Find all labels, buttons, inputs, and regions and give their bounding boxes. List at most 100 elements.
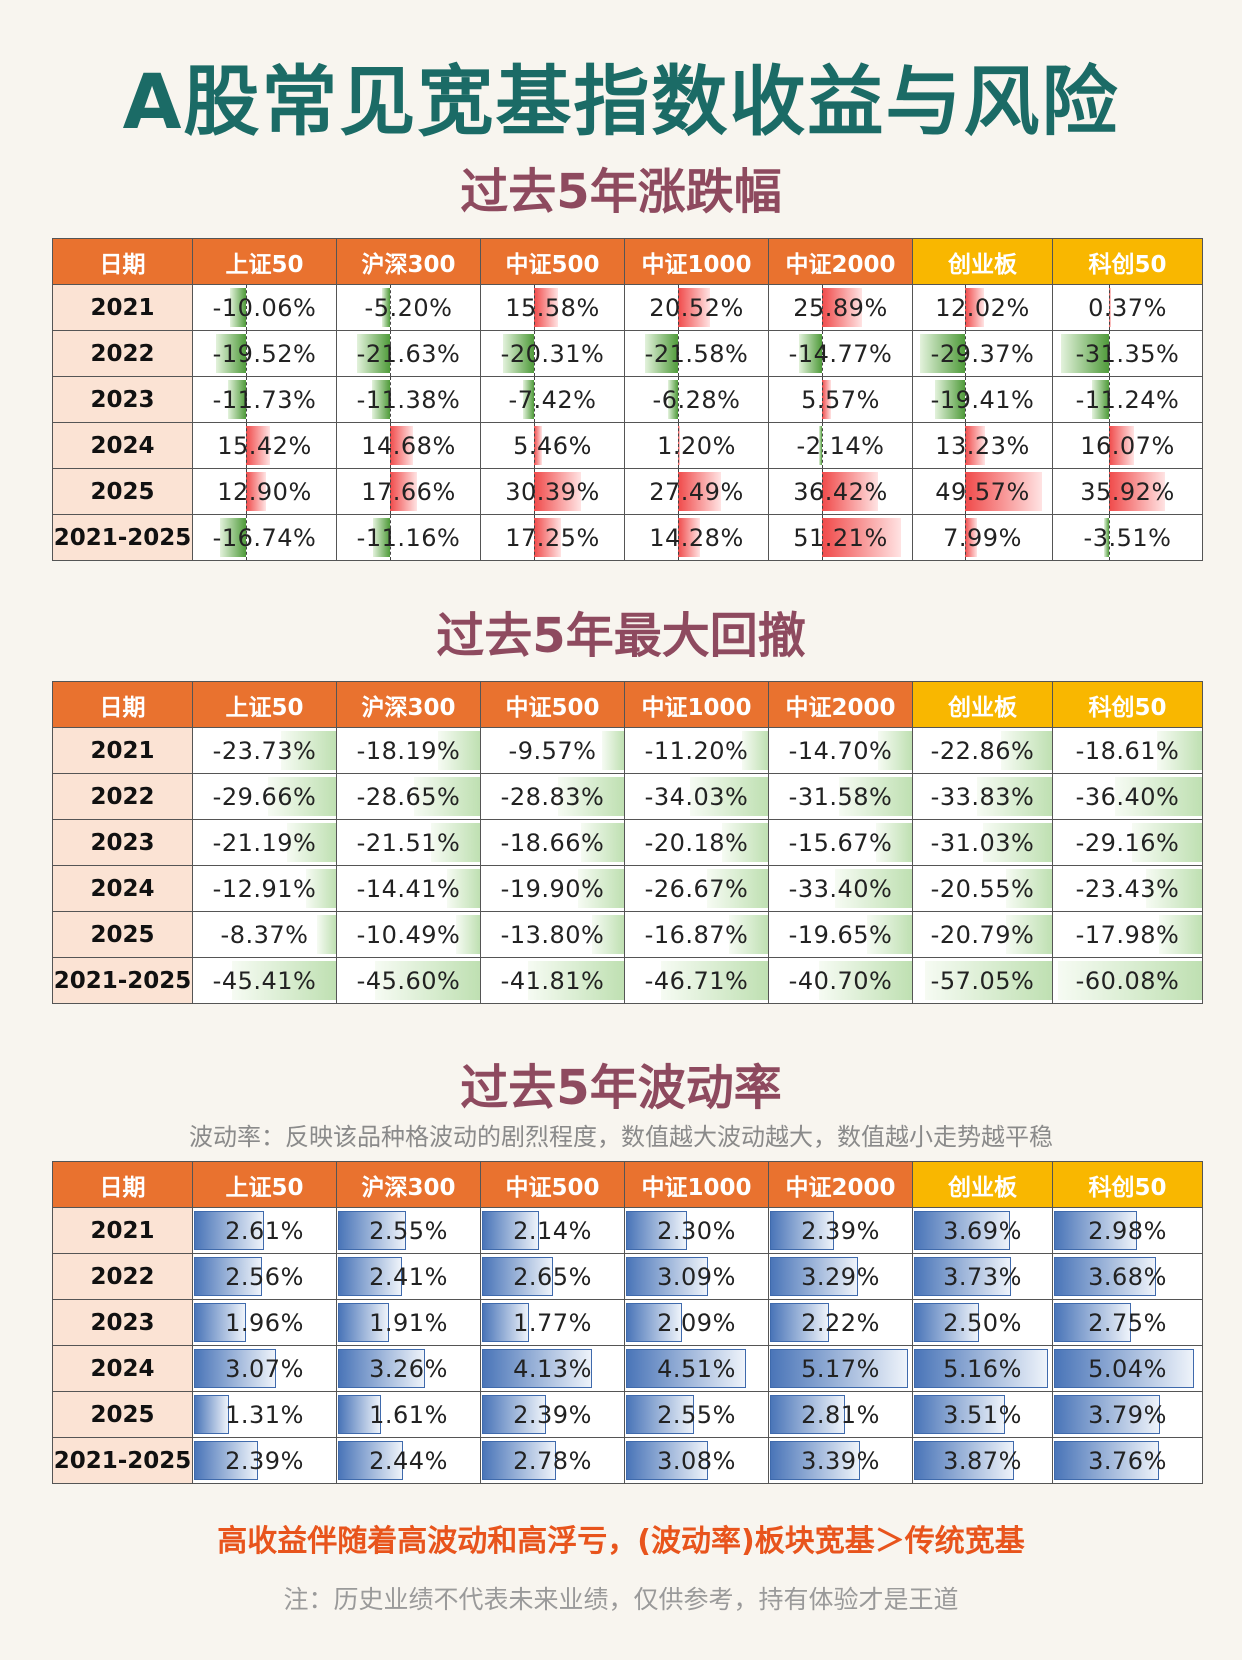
value-label: -10.49%	[356, 920, 461, 949]
returns-bar	[678, 472, 721, 511]
data-cell: -11.73%	[192, 376, 337, 423]
row-label: 2024	[52, 1345, 193, 1392]
zero-axis	[678, 285, 679, 330]
table-row: 2021-2025 -45.41% -45.60% -41.81% -46.71% -40…	[52, 957, 1203, 1004]
data-cell: 3.39%	[768, 1437, 913, 1484]
row-label: 2022	[52, 330, 193, 377]
table-row: 2021 2.61% 2.55% 2.14% 2.30% 2.39% 3.69% 2.98%	[52, 1207, 1203, 1254]
value-label: -31.58%	[788, 782, 893, 811]
value-label: -22.86%	[930, 736, 1035, 765]
value-label: -14.77%	[788, 339, 893, 368]
value-label: -20.55%	[930, 874, 1035, 903]
drawdown-bar	[835, 869, 912, 908]
data-cell: -20.31%	[480, 330, 625, 377]
data-cell: -9.57%	[480, 727, 625, 774]
table-row: 2021 -23.73% -18.19% -9.57% -11.20% -14.70% -2…	[52, 727, 1203, 774]
data-cell: -22.86%	[912, 727, 1053, 774]
value-label: 2.55%	[369, 1216, 448, 1245]
drawdown-bar	[1006, 915, 1052, 954]
data-cell: -14.41%	[336, 865, 481, 912]
data-cell: -16.87%	[624, 911, 769, 958]
drawdown-bar	[819, 961, 912, 1000]
volatility-bar	[1054, 1211, 1137, 1250]
data-cell: 3.26%	[336, 1345, 481, 1392]
drawdown-bar	[1159, 915, 1202, 954]
row-label: 2021	[52, 284, 193, 331]
row-label: 2021	[52, 727, 193, 774]
data-cell: -17.98%	[1052, 911, 1203, 958]
drawdown-bar	[742, 731, 768, 770]
data-cell: 14.68%	[336, 422, 481, 469]
volatility-bar	[914, 1349, 1048, 1388]
drawdown-bar	[729, 915, 768, 954]
data-cell: -23.43%	[1052, 865, 1203, 912]
value-label: 25.89%	[793, 293, 888, 322]
value-label: 1.77%	[513, 1308, 592, 1337]
value-label: -18.19%	[356, 736, 461, 765]
volatility-bar	[194, 1395, 229, 1434]
value-label: 15.42%	[217, 431, 312, 460]
data-cell: 3.51%	[912, 1391, 1053, 1438]
value-label: -31.35%	[1075, 339, 1180, 368]
data-cell: 30.39%	[480, 468, 625, 515]
data-cell: 2.78%	[480, 1437, 625, 1484]
data-cell: 3.09%	[624, 1253, 769, 1300]
drawdown-bar	[690, 777, 768, 816]
data-cell: 2.75%	[1052, 1299, 1203, 1346]
drawdown-bar	[1146, 869, 1202, 908]
drawdown-bar	[1115, 777, 1202, 816]
value-label: -23.43%	[1075, 874, 1180, 903]
zero-axis	[965, 423, 966, 468]
returns-bar	[822, 472, 878, 511]
table-row: 2021-2025 -16.74% -11.16% 17.25% 14.28% 51.21…	[52, 514, 1203, 561]
drawdown-bar	[317, 915, 336, 954]
row-label: 2023	[52, 1299, 193, 1346]
column-header: 沪深300	[336, 1161, 481, 1208]
drawdown-bar	[1157, 731, 1202, 770]
value-label: 2.39%	[801, 1216, 880, 1245]
data-cell: 13.23%	[912, 422, 1053, 469]
value-label: -6.28%	[652, 385, 741, 414]
data-cell: -8.37%	[192, 911, 337, 958]
data-cell: 1.91%	[336, 1299, 481, 1346]
data-cell: 3.79%	[1052, 1391, 1203, 1438]
data-cell: 5.16%	[912, 1345, 1053, 1392]
returns-bar	[678, 426, 680, 465]
data-cell: 2.39%	[480, 1391, 625, 1438]
data-cell: -57.05%	[912, 957, 1053, 1004]
drawdown-bar	[268, 777, 336, 816]
data-cell: 3.29%	[768, 1253, 913, 1300]
value-label: -15.67%	[788, 828, 893, 857]
data-cell: 2.39%	[768, 1207, 913, 1254]
data-cell: -11.16%	[336, 514, 481, 561]
column-header: 日期	[52, 238, 193, 285]
volatility-note: 波动率：反映该品种格波动的剧烈程度，数值越大波动越大，数值越小走势越平稳	[189, 1123, 1053, 1151]
data-cell: 35.92%	[1052, 468, 1203, 515]
zero-axis	[534, 515, 535, 560]
row-label: 2023	[52, 376, 193, 423]
value-label: 3.39%	[801, 1446, 880, 1475]
table-row: 2023 -21.19% -21.51% -18.66% -20.18% -15.67% -…	[52, 819, 1203, 866]
returns-section-title: 过去5年涨跌幅	[460, 164, 782, 220]
zero-axis	[965, 377, 966, 422]
data-cell: 25.89%	[768, 284, 913, 331]
value-label: -5.20%	[364, 293, 453, 322]
value-label: 3.69%	[943, 1216, 1022, 1245]
volatility-bar	[770, 1349, 908, 1388]
value-label: -18.61%	[1075, 736, 1180, 765]
data-cell: -7.42%	[480, 376, 625, 423]
column-header: 中证2000	[768, 238, 913, 285]
column-header: 中证2000	[768, 1161, 913, 1208]
zero-axis	[822, 285, 823, 330]
returns-bar	[534, 472, 581, 511]
data-cell: 3.07%	[192, 1345, 337, 1392]
value-label: 49.57%	[935, 477, 1030, 506]
column-header: 创业板	[912, 1161, 1053, 1208]
value-label: -14.70%	[788, 736, 893, 765]
value-label: 20.52%	[649, 293, 744, 322]
returns-bar	[534, 288, 558, 327]
value-label: 2.44%	[369, 1446, 448, 1475]
value-label: 3.51%	[943, 1400, 1022, 1429]
value-label: 7.99%	[943, 523, 1022, 552]
column-header: 中证1000	[624, 681, 769, 728]
